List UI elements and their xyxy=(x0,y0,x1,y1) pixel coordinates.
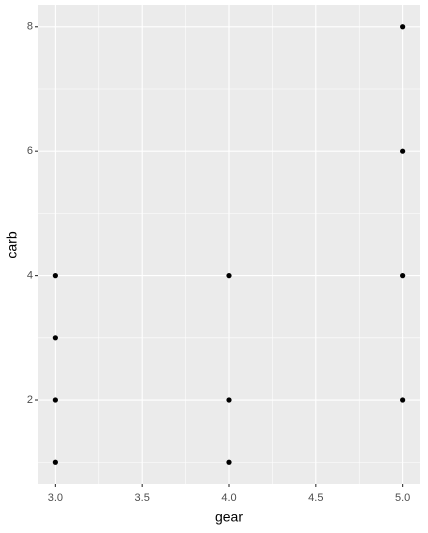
point xyxy=(52,335,58,341)
point xyxy=(52,459,58,465)
x-tick-label: 3.0 xyxy=(48,492,63,504)
points xyxy=(52,24,406,465)
point xyxy=(52,273,58,279)
point xyxy=(400,397,406,403)
point xyxy=(52,397,58,403)
x-tick-label: 5.0 xyxy=(395,492,410,504)
point xyxy=(226,397,232,403)
y-tick-label: 4 xyxy=(27,270,33,282)
y-tick-label: 6 xyxy=(27,145,33,157)
y-tick-label: 2 xyxy=(27,394,33,406)
x-tick-label: 4.5 xyxy=(308,492,323,504)
point xyxy=(400,24,406,30)
x-axis-title: gear xyxy=(215,509,243,525)
point xyxy=(226,459,232,465)
point xyxy=(400,148,406,154)
y-axis-title: carb xyxy=(4,231,20,258)
point xyxy=(226,273,232,279)
point xyxy=(400,273,406,279)
x-tick-label: 4.0 xyxy=(221,492,236,504)
y-tick-label: 8 xyxy=(27,21,33,33)
x-tick-label: 3.5 xyxy=(135,492,150,504)
grid xyxy=(38,5,420,484)
